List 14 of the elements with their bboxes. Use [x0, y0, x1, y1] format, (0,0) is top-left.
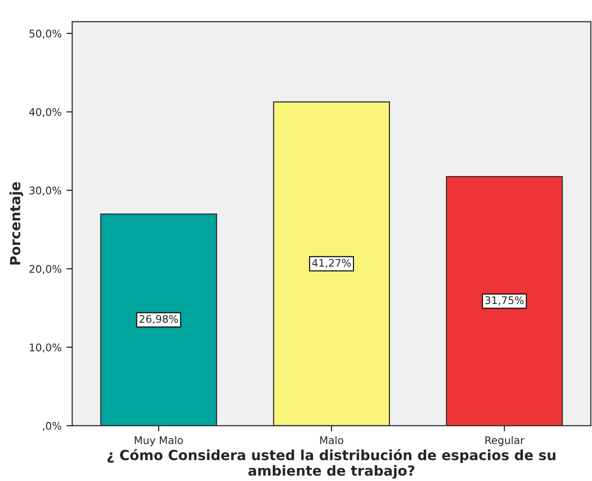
y-tick-label: 50,0% — [30, 30, 62, 39]
data-label: 31,75% — [485, 296, 524, 306]
y-tick-label: ,0% — [42, 422, 62, 431]
x-tick-label: Regular — [485, 436, 524, 446]
y-tick-label: 30,0% — [30, 186, 62, 196]
x-tick-label: Malo — [320, 436, 344, 444]
y-tick-label: 40,0% — [29, 108, 62, 118]
y-tick-label: 10,0% — [30, 343, 62, 352]
data-label: 26,98% — [140, 314, 178, 324]
y-axis-title: Porcentaje — [10, 182, 24, 265]
y-tick-label: 20,0% — [29, 265, 62, 274]
x-axis-title: ¿ Cómo Considera usted la distribución de espacios de su ambiente de trabajo? — [107, 448, 556, 479]
data-label: 41,27% — [312, 258, 351, 268]
x-tick-label: Muy Malo — [134, 436, 183, 446]
